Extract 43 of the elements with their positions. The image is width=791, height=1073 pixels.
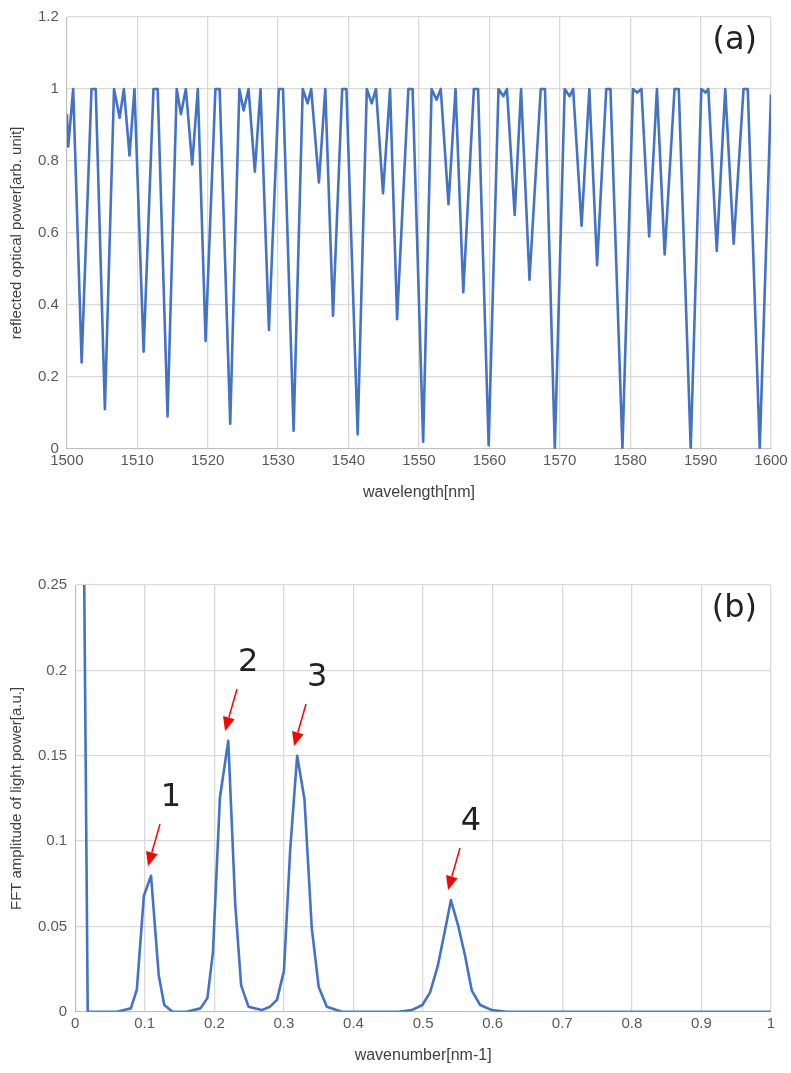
x-tick-label: 0.3 [273, 1013, 295, 1031]
annotation: 2 [238, 641, 259, 680]
x-tick-label: 1570 [543, 450, 577, 468]
x-tick-label: 1540 [331, 450, 366, 468]
y-tick-label: 0.1 [46, 831, 68, 849]
y-tick-label: 1 [50, 79, 59, 97]
x-tick-label: 1520 [190, 450, 225, 468]
x-tick-label: 1560 [472, 450, 507, 468]
x-tick-label: 0.8 [621, 1013, 643, 1031]
y-tick-label: 0.6 [37, 223, 59, 241]
y-tick-label: 0.4 [37, 295, 59, 313]
x-tick-label: 1550 [402, 450, 436, 468]
y-tick-label: 0 [58, 1001, 68, 1019]
x-tick-label: 1600 [754, 450, 788, 468]
x-tick-label: 1510 [120, 450, 154, 468]
x-axis-title: wavelength[nm] [361, 482, 475, 500]
annotation: (b) [711, 587, 757, 626]
y-tick-label: 0.25 [37, 575, 68, 593]
y-tick-label: 0.2 [46, 660, 68, 678]
x-tick-label: 0.2 [203, 1013, 225, 1031]
x-tick-label: 0.9 [690, 1013, 712, 1031]
y-tick-label: 0.05 [37, 916, 68, 934]
x-tick-label: 0.1 [134, 1013, 156, 1031]
annotation: 3 [306, 656, 328, 695]
y-axis-title: FFT amplitude of light power[a.u.] [7, 686, 25, 910]
annotation: 4 [460, 800, 482, 839]
x-tick-label: 1 [766, 1013, 776, 1031]
x-tick-label: 1580 [613, 450, 647, 468]
x-tick-label: 0.7 [551, 1013, 573, 1031]
y-axis-title: reflected optical power[arb. unit] [7, 126, 25, 340]
x-tick-label: 0.4 [343, 1013, 364, 1031]
annotation: (a) [712, 19, 757, 58]
y-tick-label: 0.2 [37, 366, 59, 384]
y-tick-label: 0.15 [37, 745, 68, 763]
x-tick-label: 1530 [261, 450, 295, 468]
y-tick-label: 1.2 [37, 7, 59, 25]
x-axis-title: wavenumber[nm-1] [353, 1045, 492, 1063]
x-tick-label: 0.5 [412, 1013, 434, 1031]
x-tick-label: 1590 [683, 450, 718, 468]
annotation: 1 [160, 776, 182, 815]
x-tick-label: 0.6 [482, 1013, 504, 1031]
x-tick-label: 0 [71, 1013, 80, 1031]
y-tick-label: 0.8 [37, 151, 59, 169]
